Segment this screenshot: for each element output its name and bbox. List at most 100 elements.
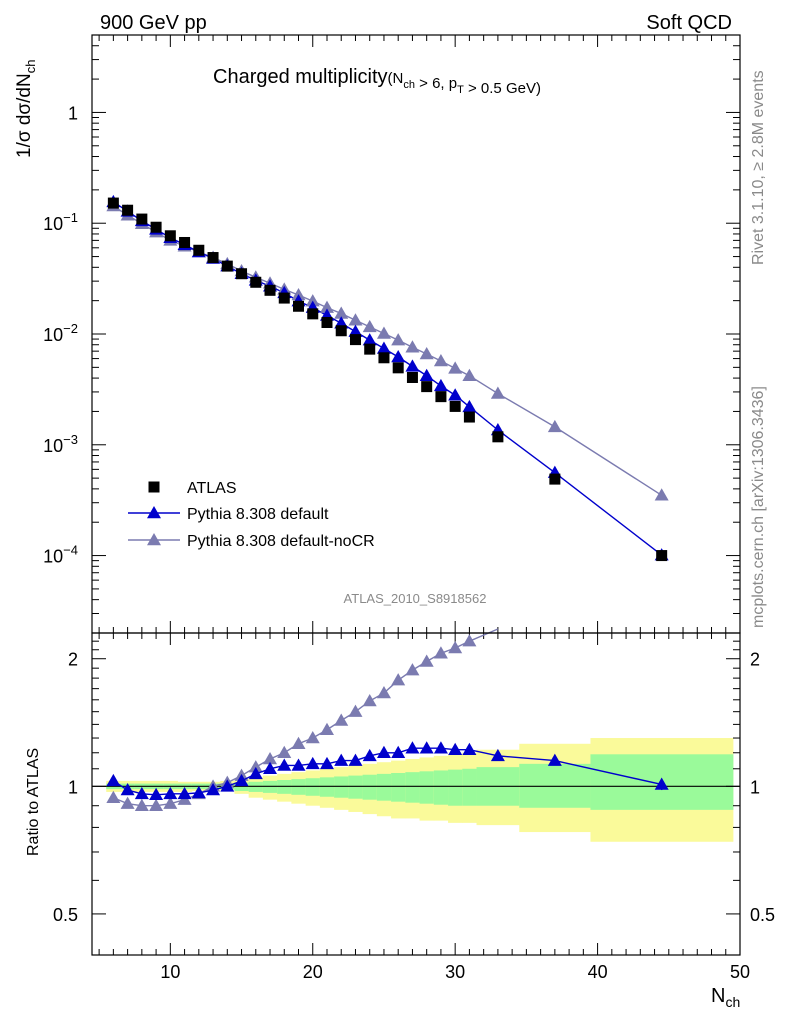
ratio-point [419,654,434,667]
ratio-point [391,745,406,759]
mc-point [334,306,349,319]
data-point [364,343,376,355]
y-tick-label: 10−2 [43,321,78,345]
band-green-bin [348,775,364,799]
data-point [392,362,404,374]
ratio-point [206,783,221,796]
mc-point [448,361,463,374]
ratio-point [120,796,135,809]
band-green-bin [305,778,321,796]
ratio-point [376,686,391,699]
ratio-point [149,798,164,811]
mc-point [654,488,669,501]
data-point [150,221,162,233]
data-point [349,334,361,346]
ratio-point [305,731,320,744]
data-point [293,300,305,312]
ratio-point [277,758,292,771]
data-point [449,400,461,412]
data-point [335,325,347,337]
mc-point [433,354,448,367]
data-point [406,371,418,383]
ratio-point [277,745,292,759]
mc-point [448,388,463,401]
ratio-point [191,785,206,799]
data-point [136,213,148,225]
ratio-point [433,741,448,754]
analysis-watermark: ATLAS_2010_S8918562 [344,591,487,606]
ratio-uncertainty-bands [92,738,740,842]
mc-point [405,340,420,353]
band-green-bin [405,772,421,803]
legend-label: Pythia 8.308 default-noCR [187,533,375,550]
band-green-bin [448,769,463,806]
band-green-bin [462,768,478,806]
band-green-bin [433,770,449,805]
mc-point [319,300,334,313]
mc-point [462,368,477,381]
mc-point [547,419,562,433]
ratio-point [134,798,149,811]
ratio-point [362,748,377,762]
ratio-point [177,786,192,800]
data-point [164,230,176,242]
data-point [492,431,504,443]
ratio-point [106,790,121,803]
ratio-point [134,786,149,800]
legend-swatch [147,506,161,519]
data-point [278,292,290,304]
ratio-point [319,756,334,770]
mc-point [419,368,434,381]
ratio-point [419,741,434,754]
mc-point [405,359,420,372]
data-point [264,284,276,296]
data-point [321,317,333,329]
ratio-point [448,641,463,654]
mc-point [391,349,406,363]
y-axis-label: 1/σ dσ/dNch [14,60,38,158]
data-point [250,276,262,288]
ratio-point [248,760,263,773]
y-tick-label: 10−3 [43,432,78,456]
data-point [378,352,390,364]
data-point [107,197,119,209]
ratio-point [462,634,477,647]
ratio-point [334,753,349,766]
header-right: Soft QCD [646,12,732,34]
data-point [236,268,248,280]
mc-point [490,386,505,399]
data-point [221,260,233,272]
mc-point [376,326,391,339]
legend-swatch [147,533,161,546]
ratio-point [433,646,448,659]
y-tick-label: 1 [68,103,78,123]
ratio-axis-ticks: 10 20 30 40 50 0.5 0.5 1 1 2 2 [53,632,775,982]
mc-point [362,319,377,333]
data-point [122,204,134,216]
ratio-tick-label-right: 0.5 [750,905,775,925]
ratio-plot-frame [91,632,741,956]
band-green-bin [334,776,349,798]
data-point [193,244,205,256]
mc-point [362,333,377,346]
ratio-point [391,673,406,686]
ratio-tick-label-left: 2 [68,650,78,670]
ratio-series [106,628,669,811]
band-green-bin [419,771,435,804]
ratio-tick-label-left: 0.5 [53,905,78,925]
ratio-point [348,704,363,717]
ratio-point [234,773,249,787]
x-tick-label: 30 [445,962,465,982]
ratio-tick-label-right: 1 [750,777,760,797]
ratio-axis-label: Ratio to ATLAS [25,748,42,856]
data-point [307,308,319,320]
band-green-bin [391,773,406,802]
mc-point [305,294,320,307]
ratio-point [362,693,377,707]
x-tick-label: 40 [588,962,608,982]
ratio-point [376,745,391,759]
ratio-point [348,753,363,766]
mc-point [391,333,406,346]
mc-point [291,287,306,301]
ratio-point [490,748,505,762]
